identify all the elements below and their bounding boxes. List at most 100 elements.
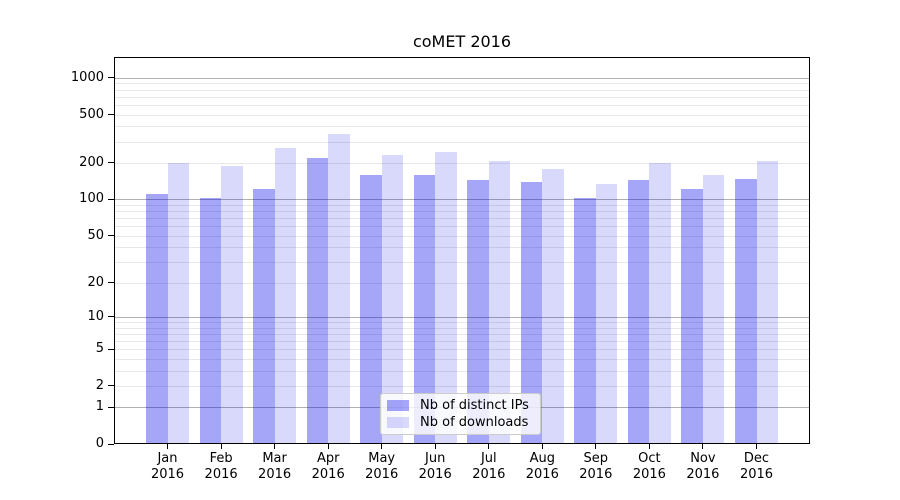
gridline-minor (115, 333, 809, 335)
legend-swatch-downloads (387, 417, 409, 429)
gridline-minor (115, 262, 809, 263)
gridline-minor (115, 141, 809, 143)
bar-downloads (595, 184, 618, 443)
x-tick-label: Oct 2016 (617, 451, 681, 483)
gridline-minor (115, 349, 809, 350)
x-tick-label-line: May (368, 451, 396, 466)
bar-downloads (649, 163, 671, 443)
gridline-major (115, 77, 809, 79)
legend-item-downloads: Nb of downloads (387, 415, 536, 430)
gridline-minor (115, 358, 809, 360)
bar-distinct-ips (681, 188, 703, 443)
x-tick-label-line: 2016 (579, 467, 613, 482)
x-tick-mark (595, 444, 597, 449)
x-tick-label-line: 2016 (525, 467, 559, 482)
gridline-minor (115, 218, 809, 219)
x-tick-label-line: 2016 (418, 467, 452, 482)
gridline-minor (115, 126, 809, 128)
x-tick-label: Jun 2016 (403, 451, 467, 483)
gridline-minor (115, 226, 809, 228)
gridline-minor (115, 321, 809, 323)
x-tick-mark (434, 444, 436, 449)
bar-downloads (381, 155, 404, 443)
gridline-minor (115, 96, 809, 98)
x-tick-label-line: Mar (262, 451, 287, 466)
gridline-major (115, 316, 809, 318)
x-tick-label: Nov 2016 (671, 451, 735, 483)
gridline-minor (115, 104, 809, 106)
bar-downloads (328, 133, 350, 443)
legend: Nb of distinct IPs Nb of downloads (380, 393, 541, 435)
x-tick-mark (541, 444, 543, 449)
y-tick-label: 50 (87, 227, 104, 243)
bar-distinct-ips (360, 175, 382, 443)
x-tick-label-line: 2016 (686, 467, 720, 482)
bar-distinct-ips (520, 182, 543, 443)
y-tick-label: 10 (87, 308, 104, 324)
y-tick-mark (108, 316, 114, 318)
y-tick-mark (108, 385, 114, 387)
gridline-minor (115, 282, 809, 284)
y-tick-mark (108, 443, 114, 445)
x-tick-label: Jan 2016 (136, 451, 200, 483)
x-tick-mark (648, 444, 650, 449)
x-tick-label-line: Sep (583, 451, 609, 466)
y-tick-label: 1 (95, 399, 104, 415)
y-tick-label: 1000 (70, 69, 104, 85)
x-tick-label-line: 2016 (472, 467, 506, 482)
y-tick-label: 0 (95, 436, 104, 451)
gridline-major (115, 199, 809, 201)
bar-distinct-ips (574, 198, 596, 443)
y-tick-mark (108, 235, 114, 237)
x-tick-label: Apr 2016 (296, 451, 360, 483)
y-tick-mark (108, 348, 114, 350)
gridline-minor (115, 162, 809, 164)
bar-distinct-ips (306, 158, 329, 443)
x-tick-label: Mar 2016 (243, 451, 307, 483)
gridline-minor (115, 204, 809, 206)
y-tick-label: 2 (95, 377, 104, 393)
x-tick-mark (327, 444, 329, 449)
x-tick-mark (756, 444, 757, 449)
bar-downloads (274, 148, 297, 443)
x-tick-mark (274, 444, 276, 449)
y-tick-mark (108, 114, 114, 115)
x-tick-mark (702, 444, 704, 449)
chart-title: coMET 2016 (412, 32, 512, 51)
y-tick-mark (108, 162, 114, 164)
y-tick-label: 5 (95, 341, 104, 356)
x-tick-mark (381, 444, 383, 449)
bar-distinct-ips (413, 175, 436, 443)
y-tick-label: 500 (79, 106, 104, 122)
x-tick-label-line: Nov (690, 451, 716, 466)
legend-label-downloads: Nb of downloads (420, 415, 529, 431)
y-tick-label: 20 (87, 274, 104, 290)
bar-downloads (542, 169, 564, 443)
gridline-minor (115, 370, 809, 372)
x-tick-mark (220, 444, 222, 449)
gridline-minor (115, 114, 809, 116)
bar-downloads (435, 151, 457, 443)
x-tick-label-line: Jan (157, 451, 178, 466)
bar-downloads (221, 165, 243, 443)
gridline-minor (115, 89, 809, 91)
bar-downloads (702, 175, 725, 443)
gridline-minor (115, 211, 809, 212)
bar-distinct-ips (199, 198, 222, 443)
y-tick-label: 200 (79, 154, 104, 170)
x-tick-label: May 2016 (350, 451, 414, 483)
x-tick-label-line: Oct (638, 451, 661, 466)
x-tick-label-line: 2016 (311, 467, 345, 482)
y-tick-mark (108, 282, 114, 284)
bar-distinct-ips (146, 194, 168, 443)
gridline-minor (115, 235, 809, 237)
bar-distinct-ips (627, 180, 650, 443)
bar-downloads (756, 160, 778, 443)
x-tick-label-line: 2016 (739, 467, 774, 482)
bar-downloads (167, 162, 189, 443)
x-tick-label: Feb 2016 (189, 451, 253, 483)
y-tick-mark (108, 198, 114, 200)
legend-item-distinct-ips: Nb of distinct IPs (387, 398, 536, 413)
x-tick-label-line: 2016 (204, 467, 238, 482)
